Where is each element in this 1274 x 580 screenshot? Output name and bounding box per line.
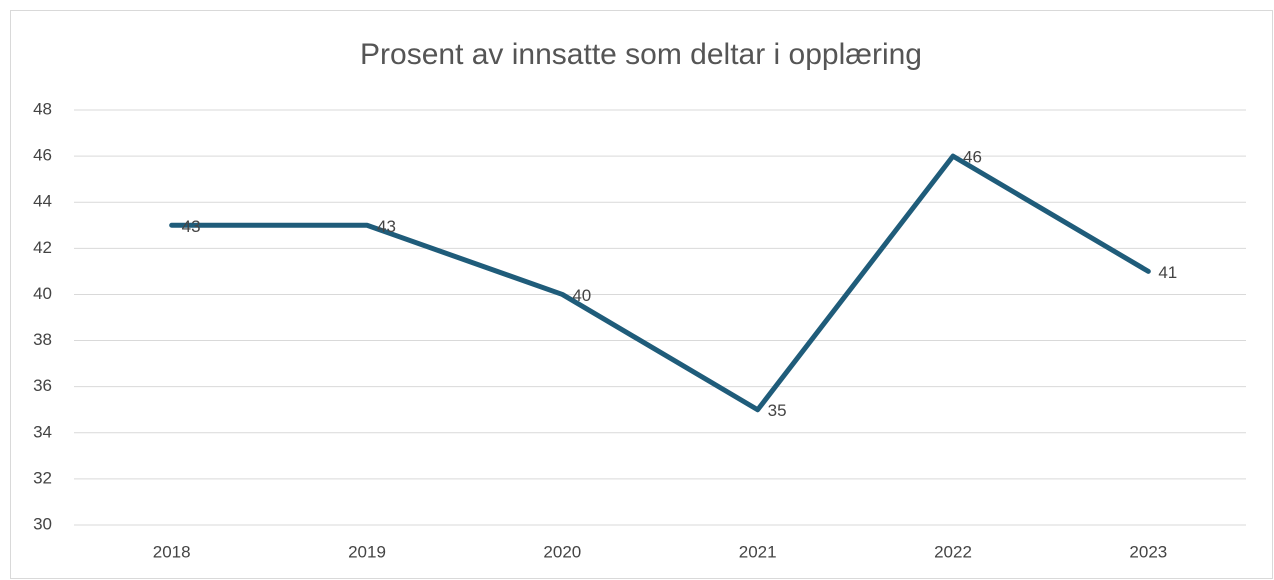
data-label: 35 (768, 401, 787, 420)
y-tick-label: 30 (33, 514, 52, 533)
y-tick-label: 34 (33, 422, 52, 441)
y-tick-label: 32 (33, 468, 52, 487)
y-tick-label: 42 (33, 238, 52, 257)
y-tick-label: 48 (33, 99, 52, 118)
x-tick-label: 2022 (934, 542, 972, 561)
data-label: 41 (1158, 263, 1177, 282)
x-tick-label: 2020 (543, 542, 581, 561)
line-series (169, 153, 1151, 413)
x-tick-label: 2023 (1129, 542, 1167, 561)
data-label: 43 (377, 217, 396, 236)
y-tick-label: 36 (33, 376, 52, 395)
y-tick-label: 46 (33, 146, 52, 165)
data-label: 46 (963, 148, 982, 167)
chart-title: Prosent av innsatte som deltar i opplæri… (360, 38, 922, 71)
y-tick-label: 44 (33, 192, 52, 211)
y-tick-label: 40 (33, 284, 52, 303)
data-label: 43 (182, 217, 201, 236)
x-tick-label: 2019 (348, 542, 386, 561)
x-tick-label: 2018 (153, 542, 191, 561)
data-label: 40 (572, 286, 591, 305)
x-tick-label: 2021 (739, 542, 777, 561)
y-tick-label: 38 (33, 330, 52, 349)
